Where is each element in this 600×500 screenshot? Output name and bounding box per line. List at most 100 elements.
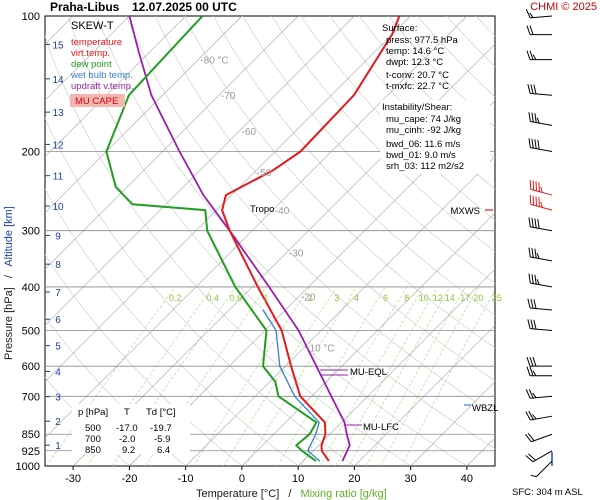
x-axis-title-separator: /	[288, 488, 292, 500]
wind-barb-half	[536, 279, 540, 285]
level-table-cell: -2.0	[119, 434, 135, 445]
isotherm-line	[129, 99, 495, 466]
surface-dwpt: dwpt: 12.3 °C	[386, 57, 443, 68]
dry-adiabat-line	[505, 16, 600, 466]
mu-cape-badge	[70, 94, 125, 107]
legend-wet-bulb: wet bulb temp.	[70, 70, 133, 81]
wind-barb-shaft	[530, 92, 553, 96]
wind-barb-full	[528, 273, 531, 284]
background-lines	[45, 16, 600, 466]
pressure-tick-label: 400	[22, 282, 40, 294]
surface-tmxfc: t-mxfc: 22.7 °C	[386, 81, 449, 92]
wind-barb-shaft	[532, 450, 553, 463]
wind-barb-half	[532, 414, 537, 420]
wind-barb	[527, 83, 553, 96]
pressure-tick-label: 300	[22, 226, 40, 238]
level-table-header-t: T	[124, 407, 130, 418]
surface-press: press: 977.5 hPa	[386, 35, 459, 46]
isotherm-line	[45, 16, 130, 101]
wind-barb-full	[525, 434, 532, 443]
wind-barb-full	[531, 138, 534, 149]
mixing-ratio-label: 14	[445, 293, 455, 303]
level-table: p [hPa] T Td [°C] 500 -17.0 -19.7 700 -2…	[72, 404, 190, 456]
level-table-backdrop	[72, 404, 190, 454]
wind-barb-full	[530, 298, 534, 309]
wind-barb-full	[529, 194, 532, 205]
wind-barb-full	[538, 197, 540, 207]
mixing-ratio-label: 1	[263, 293, 268, 303]
mixing-ratio-label: 20	[473, 293, 483, 303]
instability-mu-cinh: mu_cinh: -92 J/kg	[386, 125, 461, 136]
wind-barb-full	[529, 25, 534, 35]
x-axis-title-temperature: Temperature [°C]	[196, 488, 279, 500]
pressure-tick-label: 100	[22, 11, 40, 23]
temperature-tick-label: 0	[239, 473, 245, 485]
datetime-title: 12.07.2025 00 UTC	[132, 0, 237, 14]
pressure-tick-label: 600	[22, 361, 40, 373]
wind-barb-full	[528, 389, 534, 399]
dry-adiabat-line	[242, 16, 495, 284]
temperature-tick-label: -30	[65, 473, 81, 485]
y-axis-title: Pressure [hPa] / Altitude [km]	[3, 206, 15, 360]
isotherm-line	[410, 381, 495, 466]
isotherm-line	[45, 16, 355, 326]
mixing-ratio-label: 3	[334, 293, 339, 303]
altitude-tick-label: 5	[55, 342, 61, 353]
wind-barb-full	[525, 389, 531, 399]
wind-barb	[525, 9, 553, 19]
legend-title: SKEW-T	[71, 20, 114, 32]
wind-barb-full	[538, 182, 540, 192]
wind-barb-full	[525, 9, 531, 19]
altitude-tick-label: 2	[55, 417, 61, 428]
dry-adiabat-line	[183, 16, 495, 349]
wind-barb	[527, 298, 553, 311]
isotherm-label: -80 °C	[200, 56, 228, 67]
wind-barb-full	[527, 319, 531, 329]
wind-barb-full	[531, 112, 534, 123]
wind-barb-half	[532, 370, 537, 376]
wind-barb-full	[526, 25, 531, 35]
surface-title: Surface:	[382, 23, 417, 34]
wind-barb-full	[525, 455, 534, 463]
mixing-ratio-label: 8	[404, 293, 409, 303]
wind-barb-full	[525, 411, 531, 421]
sounding-curves	[105, 16, 401, 462]
wind-barb-shaft	[531, 433, 553, 443]
temperature-tick-label: 20	[348, 473, 360, 485]
wet-bulb-temp-curve	[262, 309, 321, 462]
pressure-tick-label: 850	[22, 429, 40, 441]
mu-eql-label: MU-EQL	[350, 367, 387, 378]
wind-barb-full	[531, 217, 534, 228]
wind-barb-full	[527, 83, 531, 94]
dry-adiabat-line	[534, 16, 600, 466]
wind-barb	[525, 450, 553, 463]
dry-adiabat-line	[125, 16, 495, 415]
isotherm-line	[45, 16, 299, 270]
wind-barb-shaft	[530, 147, 553, 152]
wind-barb-shaft	[530, 328, 553, 332]
wind-barb-half	[540, 201, 543, 208]
wind-barb	[527, 319, 553, 332]
wind-barb	[528, 273, 553, 288]
axis-labels: 0.2 0.4 0.6 1 2 3 4 6 8 10 12 14 17 20 25-80 °C-70-60-…	[16, 11, 502, 485]
pressure-tick-label: 1000	[16, 461, 40, 473]
wind-barb-full	[531, 274, 534, 284]
wind-barb	[526, 366, 552, 377]
wbzl-label: WBZL	[472, 403, 498, 414]
wind-barb-full	[526, 366, 531, 376]
isotherm-label: -70	[221, 91, 236, 102]
temperature-tick-label: 10	[292, 473, 304, 485]
sfc-label: SFC: 304 m ASL	[512, 487, 583, 498]
wind-barb-full	[530, 84, 534, 94]
level-table-header-td: Td [°C]	[146, 407, 176, 418]
altitude-tick-label: 8	[55, 260, 61, 271]
wind-barb-full	[534, 113, 537, 123]
altitude-tick-label: 4	[55, 368, 61, 379]
wind-barb-shaft	[530, 307, 553, 311]
altitude-tick-label: 13	[52, 108, 64, 119]
y-axis-title-pressure: Pressure [hPa]	[3, 287, 15, 360]
wind-barb	[530, 460, 553, 478]
temperature-curve	[221, 16, 401, 462]
level-table-cell: -19.7	[150, 423, 172, 434]
